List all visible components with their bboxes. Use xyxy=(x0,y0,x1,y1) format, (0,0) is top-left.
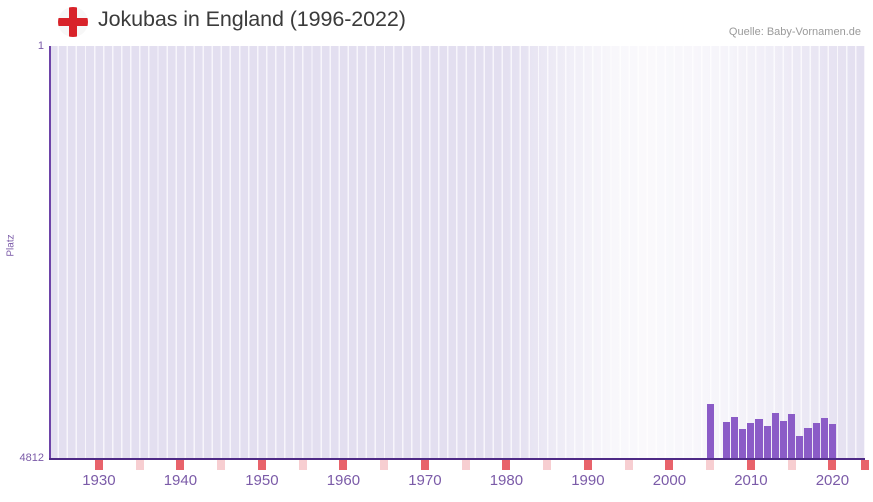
x-axis-tick-mark-major xyxy=(665,460,674,470)
x-axis-tick-mark-major xyxy=(583,460,592,470)
bar xyxy=(779,421,788,458)
x-axis-tick-mark-minor xyxy=(624,460,633,470)
bar xyxy=(788,414,796,458)
x-axis-tick-mark-major xyxy=(746,460,755,470)
x-axis-tick-label: 1940 xyxy=(163,472,198,489)
x-axis-tick-label: 1970 xyxy=(408,472,442,489)
bar xyxy=(804,428,812,458)
x-axis-tick-mark-major xyxy=(861,460,869,470)
x-axis-tick-mark-minor xyxy=(787,460,796,470)
x-axis-tick-mark-major xyxy=(828,460,837,470)
x-axis-tick-mark-major xyxy=(257,460,266,470)
x-axis-tick-mark-major xyxy=(176,460,185,470)
bar xyxy=(739,429,747,458)
y-axis-tick-bottom: 4812 xyxy=(19,452,44,464)
x-axis-tick-mark-major xyxy=(94,460,103,470)
x-axis-tick-mark-minor xyxy=(135,460,144,470)
x-axis-tick-label: 1960 xyxy=(326,472,361,489)
source-attribution: Quelle: Baby-Vornamen.de xyxy=(728,26,861,38)
bar xyxy=(812,423,820,458)
chart-header: Jokubas in England (1996-2022) Quelle: B… xyxy=(0,0,873,46)
x-axis-tick-mark-minor xyxy=(298,460,307,470)
x-axis-tick-label: 1980 xyxy=(489,472,524,489)
x-axis-tick-mark-major xyxy=(420,460,429,470)
x-axis-tick-mark-minor xyxy=(380,460,389,470)
x-axis-tick-label: 1930 xyxy=(82,472,116,489)
bar xyxy=(722,422,731,458)
x-axis-tick-label: 2000 xyxy=(652,472,687,489)
x-axis-line xyxy=(49,458,865,460)
x-axis-tick-mark-minor xyxy=(706,460,715,470)
bar xyxy=(828,424,836,458)
bar xyxy=(755,419,763,458)
y-axis-line xyxy=(49,46,51,459)
x-axis-tick-label: 1950 xyxy=(245,472,279,489)
x-axis-tick-label: 2020 xyxy=(815,472,850,489)
bar xyxy=(763,426,771,458)
x-axis-tick-mark-minor xyxy=(543,460,552,470)
page-title: Jokubas in England (1996-2022) xyxy=(98,7,406,31)
bar xyxy=(771,413,779,458)
x-axis-tick-mark-minor xyxy=(461,460,470,470)
x-axis-tick-mark-minor xyxy=(217,460,226,470)
x-axis-tick-label: 1990 xyxy=(571,472,605,489)
flag-cross-vertical xyxy=(69,7,77,37)
bar xyxy=(731,417,739,458)
bar xyxy=(706,404,714,458)
y-axis-tick-top: 1 xyxy=(37,40,44,52)
bar-series xyxy=(50,46,865,458)
x-axis-tick-mark-major xyxy=(339,460,348,470)
x-axis-tick-mark-major xyxy=(502,460,511,470)
x-axis-tick-label: 2010 xyxy=(734,472,768,489)
england-flag-icon xyxy=(58,7,88,37)
bar xyxy=(747,423,755,458)
y-axis-title: Platz xyxy=(5,234,17,257)
bar xyxy=(796,436,804,458)
bar xyxy=(820,418,828,458)
